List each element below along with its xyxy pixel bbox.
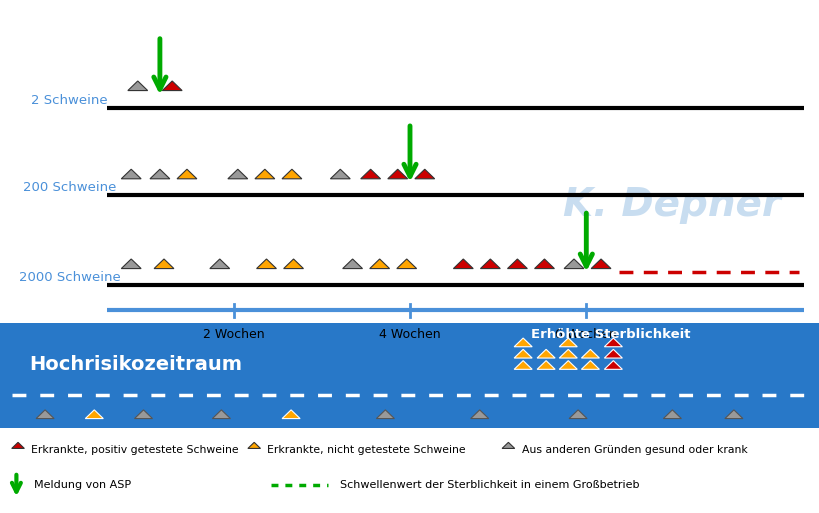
Polygon shape: [559, 349, 577, 358]
Polygon shape: [162, 81, 182, 91]
Polygon shape: [85, 410, 103, 419]
Text: Schwellenwert der Sterblichkeit in einem Großbetrieb: Schwellenwert der Sterblichkeit in einem…: [340, 480, 639, 490]
Polygon shape: [581, 361, 599, 369]
Polygon shape: [212, 410, 230, 419]
Polygon shape: [536, 361, 554, 369]
Text: Erkrankte, nicht getestete Schweine: Erkrankte, nicht getestete Schweine: [267, 445, 465, 456]
Polygon shape: [360, 169, 380, 179]
Bar: [0, 323, 819, 428]
Polygon shape: [282, 169, 301, 179]
Text: 4 Wochen: 4 Wochen: [378, 328, 441, 341]
Polygon shape: [563, 259, 583, 269]
Polygon shape: [210, 259, 229, 269]
Polygon shape: [121, 169, 141, 179]
Polygon shape: [414, 169, 434, 179]
Text: 2 Schweine: 2 Schweine: [31, 93, 108, 107]
Polygon shape: [470, 410, 488, 419]
Text: Erhöhte Sterblichkeit: Erhöhte Sterblichkeit: [531, 328, 690, 341]
Polygon shape: [228, 169, 247, 179]
Polygon shape: [256, 259, 276, 269]
Polygon shape: [342, 259, 362, 269]
Polygon shape: [559, 338, 577, 347]
Polygon shape: [154, 259, 174, 269]
Polygon shape: [507, 259, 527, 269]
Polygon shape: [604, 338, 622, 347]
Polygon shape: [177, 169, 197, 179]
Polygon shape: [128, 81, 147, 91]
Text: 2000 Schweine: 2000 Schweine: [19, 270, 120, 284]
Polygon shape: [536, 349, 554, 358]
Text: Meldung von ASP: Meldung von ASP: [34, 480, 131, 490]
Polygon shape: [724, 410, 742, 419]
Text: Hochrisikozeitraum: Hochrisikozeitraum: [29, 354, 242, 374]
Polygon shape: [283, 259, 303, 269]
Polygon shape: [255, 169, 274, 179]
Polygon shape: [134, 410, 152, 419]
Polygon shape: [36, 410, 54, 419]
Text: K. Depner: K. Depner: [563, 186, 781, 224]
Polygon shape: [247, 442, 260, 448]
Polygon shape: [11, 442, 25, 448]
Text: Erkrankte, positiv getestete Schweine: Erkrankte, positiv getestete Schweine: [31, 445, 238, 456]
Polygon shape: [514, 338, 532, 347]
Polygon shape: [376, 410, 394, 419]
Polygon shape: [282, 410, 300, 419]
Polygon shape: [581, 349, 599, 358]
Polygon shape: [330, 169, 350, 179]
Polygon shape: [369, 259, 389, 269]
Polygon shape: [590, 259, 610, 269]
Polygon shape: [604, 349, 622, 358]
Polygon shape: [559, 361, 577, 369]
Text: Aus anderen Gründen gesund oder krank: Aus anderen Gründen gesund oder krank: [521, 445, 746, 456]
Polygon shape: [121, 259, 141, 269]
Polygon shape: [514, 349, 532, 358]
Polygon shape: [568, 410, 586, 419]
Text: 2 Wochen: 2 Wochen: [202, 328, 265, 341]
Polygon shape: [604, 361, 622, 369]
Polygon shape: [514, 361, 532, 369]
Polygon shape: [150, 169, 170, 179]
Text: 200 Schweine: 200 Schweine: [23, 181, 116, 194]
Polygon shape: [501, 442, 514, 448]
Polygon shape: [663, 410, 681, 419]
Polygon shape: [453, 259, 473, 269]
Text: 6 Wochen: 6 Wochen: [554, 328, 617, 341]
Polygon shape: [396, 259, 416, 269]
Polygon shape: [534, 259, 554, 269]
Polygon shape: [387, 169, 407, 179]
Polygon shape: [480, 259, 500, 269]
